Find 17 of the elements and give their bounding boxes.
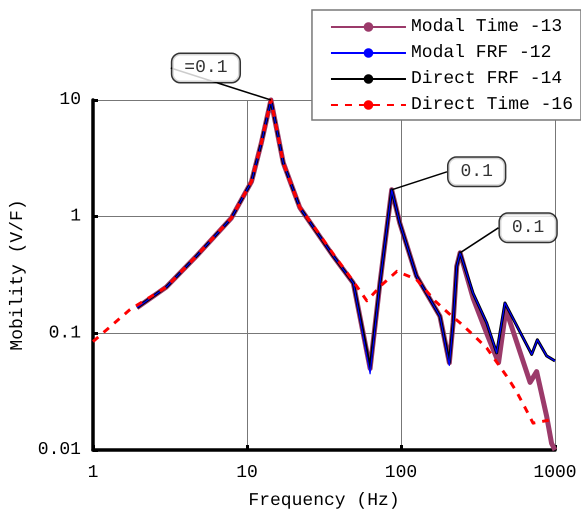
x-tick-label: 1 (88, 463, 98, 483)
x-tick-label: 1000 (533, 463, 577, 483)
legend-label: Modal Time -13 (410, 17, 562, 37)
y-axis-title: Mobility (V/F) (8, 199, 28, 351)
legend-label: Direct FRF -14 (410, 69, 562, 89)
annotation: 0.1 (460, 162, 493, 182)
annotation: 0.1 (512, 218, 544, 238)
y-tick-label: 0.1 (48, 323, 81, 344)
y-tick-label: 1 (70, 206, 81, 227)
legend-label: Direct Time -16 (410, 95, 574, 115)
x-tick-label: 100 (384, 463, 418, 483)
legend-label: Modal FRF -12 (410, 43, 552, 63)
y-tick-label: 0.01 (38, 440, 81, 460)
annotation: =0.1 (184, 58, 228, 78)
x-axis-title: Frequency (Hz) (248, 491, 400, 511)
y-tick-label: 10 (59, 90, 81, 110)
x-tick-label: 10 (236, 463, 258, 483)
